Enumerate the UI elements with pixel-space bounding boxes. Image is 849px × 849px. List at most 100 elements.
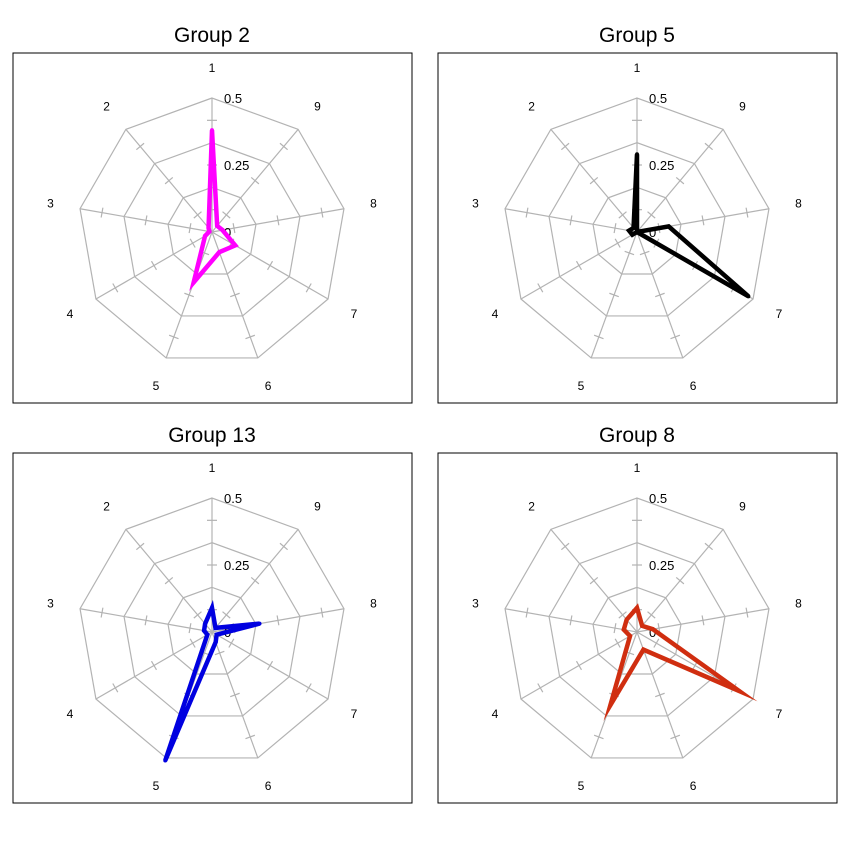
radar-point-axis-2 — [203, 621, 208, 626]
ring-label: 0.5 — [649, 491, 667, 506]
axis-label-3: 3 — [472, 597, 479, 611]
axis-label-2: 2 — [528, 499, 535, 513]
spoke-tick — [745, 607, 749, 618]
axis-label-7: 7 — [776, 307, 783, 321]
spoke-tick — [188, 223, 192, 234]
spoke-tick — [276, 215, 280, 226]
spoke-tick — [193, 211, 202, 219]
grid-ring-3 — [504, 97, 770, 359]
spoke-tick — [704, 142, 713, 151]
radar-point-axis-2 — [631, 225, 636, 230]
spoke-tick — [613, 223, 617, 234]
spoke-tick — [561, 142, 570, 151]
spoke-tick — [525, 607, 529, 618]
radar-point-axis-9 — [213, 625, 218, 630]
ring-label: 0 — [649, 625, 656, 640]
axis-label-3: 3 — [472, 197, 479, 211]
radar-series-line — [603, 603, 758, 721]
spoke-tick — [589, 177, 599, 185]
spoke-tick — [569, 215, 573, 226]
spoke-tick — [279, 142, 288, 151]
spoke-tick — [704, 542, 713, 551]
axis-label-9: 9 — [739, 99, 746, 113]
spoke-tick — [537, 683, 544, 693]
spoke-tick — [614, 638, 621, 648]
axis-label-1: 1 — [209, 461, 216, 475]
spoke-tick — [537, 283, 544, 293]
grid-ring-1 — [592, 186, 682, 275]
spoke-tick — [228, 638, 235, 648]
axis-label-5: 5 — [153, 379, 160, 393]
axis-label-4: 4 — [492, 707, 499, 721]
radar-point-axis-4 — [203, 234, 208, 239]
radar-point-axis-9 — [635, 230, 639, 234]
radar-point-axis-7 — [737, 688, 742, 693]
radar-point-axis-5 — [608, 703, 613, 708]
spoke-tick — [745, 207, 749, 218]
radar-point-axis-1 — [635, 152, 639, 157]
spoke-tick — [670, 334, 681, 340]
spoke-tick — [701, 215, 705, 226]
axis-label-5: 5 — [578, 379, 585, 393]
axis-label-9: 9 — [314, 499, 321, 513]
spoke-tick — [647, 211, 656, 219]
axis-label-6: 6 — [690, 779, 697, 793]
grid-ring-3 — [79, 97, 345, 359]
spoke-tick — [613, 623, 617, 634]
spoke-tick — [655, 692, 665, 698]
spoke-tick — [136, 142, 145, 151]
spoke-tick — [184, 292, 194, 298]
spoke-tick — [701, 615, 705, 626]
spoke-tick — [100, 207, 104, 218]
radar-point-axis-7 — [233, 243, 238, 248]
grid-ring-3 — [504, 497, 770, 759]
axis-label-3: 3 — [47, 197, 54, 211]
spoke-tick — [593, 334, 604, 340]
axis-label-4: 4 — [492, 307, 499, 321]
spoke-tick — [670, 734, 681, 740]
grid-ring-1 — [167, 586, 257, 675]
spoke-tick — [653, 638, 660, 648]
radar-point-axis-6 — [213, 640, 218, 645]
radar-point-axis-1 — [635, 605, 639, 610]
spoke-tick — [232, 223, 236, 234]
axis-label-6: 6 — [690, 379, 697, 393]
panel-title: Group 8 — [599, 424, 675, 447]
radar-point-axis-8 — [220, 228, 225, 233]
radar-point-axis-8 — [257, 621, 262, 626]
spoke-tick — [112, 683, 119, 693]
radar-point-axis-5 — [163, 758, 168, 763]
radar-point-axis-3 — [202, 628, 207, 633]
radar-point-axis-9 — [640, 623, 645, 628]
spoke-tick — [305, 283, 312, 293]
radar-point-axis-1 — [210, 605, 214, 610]
spoke-tick — [189, 638, 196, 648]
grid-ring-1 — [592, 586, 682, 675]
radar-point-axis-7 — [746, 294, 751, 299]
axis-label-8: 8 — [795, 197, 802, 211]
axis-label-2: 2 — [103, 99, 110, 113]
radar-point-axis-4 — [205, 632, 210, 637]
radar-panel-4: Group 8 0 0.25 0.5 1 2 3 4 5 6 7 8 9 — [437, 424, 838, 804]
spoke-tick — [150, 260, 157, 271]
axis-label-2: 2 — [528, 99, 535, 113]
spoke-tick — [618, 611, 627, 619]
spoke-tick — [112, 283, 119, 293]
axis-label-8: 8 — [370, 197, 377, 211]
grid-ring-2 — [548, 142, 726, 317]
spoke-tick — [193, 611, 202, 619]
radar-point-axis-3 — [627, 228, 632, 233]
radar-point-axis-4 — [628, 634, 633, 639]
spoke-tick — [675, 177, 685, 185]
spoke-tick — [305, 683, 312, 693]
spoke-tick — [188, 623, 192, 634]
spoke-tick — [189, 238, 196, 248]
spoke-tick — [250, 577, 260, 585]
radar-point-axis-1 — [210, 128, 214, 133]
axis-label-4: 4 — [67, 707, 74, 721]
radar-point-axis-2 — [624, 617, 629, 622]
spoke-tick — [144, 615, 148, 626]
spoke-tick — [214, 650, 225, 656]
panel-title: Group 13 — [168, 424, 256, 447]
ring-label: 0.25 — [224, 558, 249, 573]
